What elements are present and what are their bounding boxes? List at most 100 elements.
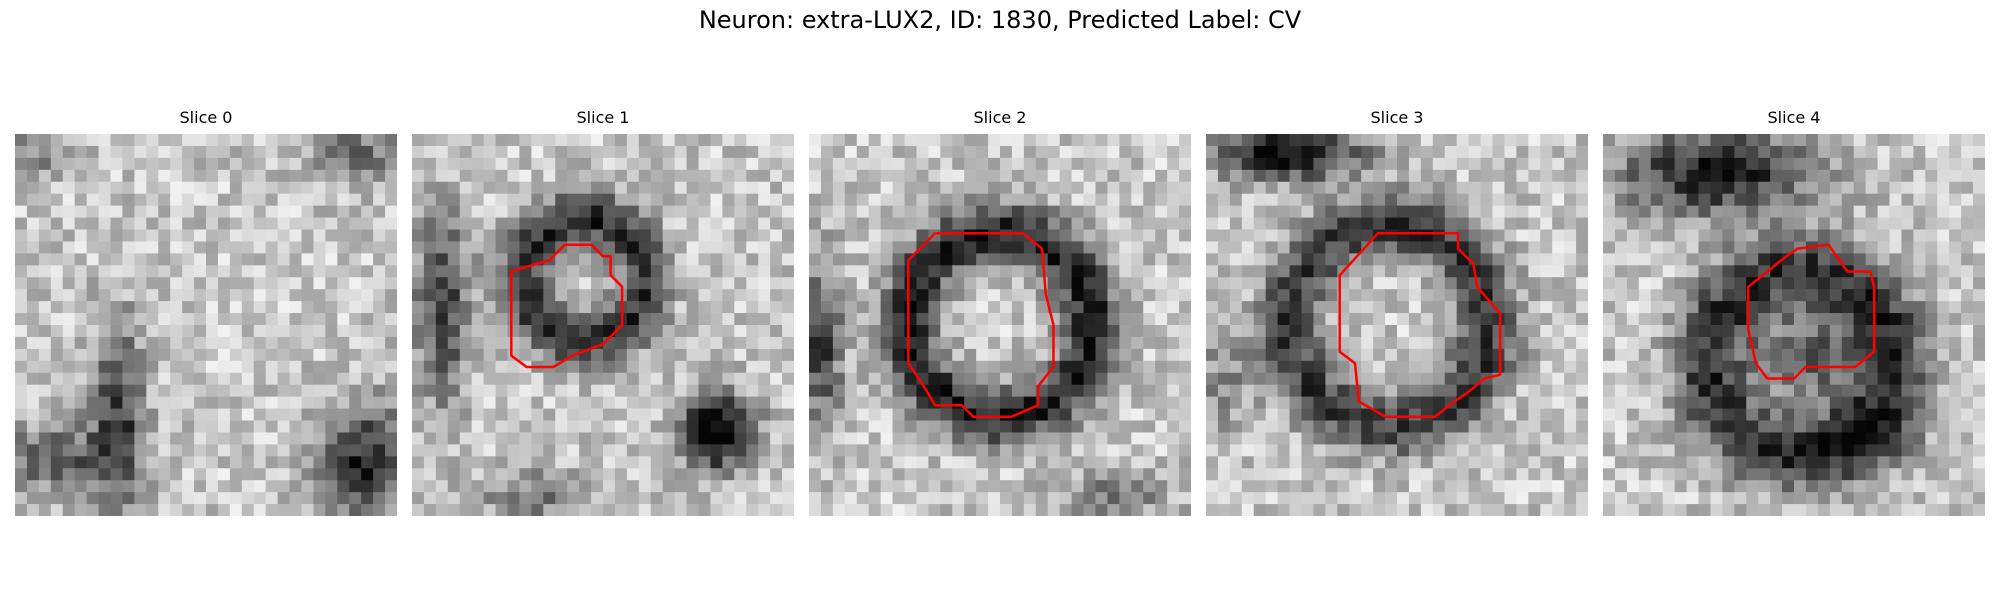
image-pixel — [301, 432, 314, 445]
image-pixel — [1035, 313, 1049, 326]
image-pixel — [1782, 456, 1795, 469]
image-pixel — [1662, 289, 1676, 302]
image-pixel — [686, 325, 699, 338]
image-pixel — [734, 325, 747, 338]
image-pixel — [253, 420, 267, 433]
image-pixel — [1241, 408, 1255, 421]
image-pixel — [1877, 181, 1890, 195]
image-pixel — [809, 504, 822, 516]
image-pixel — [892, 504, 905, 516]
image-pixel — [1301, 408, 1314, 421]
image-pixel — [820, 504, 834, 516]
image-pixel — [1241, 229, 1255, 242]
image-pixel — [1937, 432, 1950, 445]
image-pixel — [1035, 265, 1049, 278]
image-pixel — [1071, 372, 1084, 386]
image-pixel — [1468, 408, 1481, 421]
image-pixel — [1083, 372, 1096, 386]
image-pixel — [880, 205, 893, 218]
image-pixel — [1865, 145, 1878, 159]
image-pixel — [916, 181, 929, 195]
image-pixel — [1167, 265, 1180, 278]
image-pixel — [1925, 157, 1938, 171]
image-pixel — [782, 492, 794, 505]
image-pixel — [1107, 384, 1120, 398]
image-pixel — [1480, 456, 1493, 469]
image-pixel — [1746, 384, 1759, 398]
image-pixel — [758, 372, 771, 386]
image-pixel — [1841, 241, 1855, 254]
image-pixel — [1277, 253, 1290, 266]
image-pixel — [1155, 396, 1168, 409]
image-pixel — [373, 492, 386, 505]
image-pixel — [471, 420, 485, 433]
image-pixel — [1265, 480, 1279, 493]
image-pixel — [1528, 313, 1541, 326]
image-pixel — [770, 325, 783, 338]
image-pixel — [626, 444, 640, 457]
image-pixel — [447, 432, 461, 445]
image-pixel — [1301, 480, 1314, 493]
image-pixel — [591, 301, 604, 314]
image-pixel — [1889, 265, 1902, 278]
image-pixel — [349, 348, 362, 362]
image-pixel — [868, 372, 882, 386]
image-pixel — [952, 372, 965, 386]
image-pixel — [1937, 384, 1950, 398]
image-pixel — [1961, 265, 1974, 278]
image-pixel — [1456, 325, 1470, 338]
image-pixel — [722, 336, 735, 350]
image-pixel — [265, 217, 279, 230]
image-pixel — [194, 229, 207, 242]
image-pixel — [1217, 229, 1231, 242]
image-pixel — [626, 301, 640, 314]
image-pixel — [591, 432, 604, 445]
image-pixel — [447, 348, 461, 362]
image-pixel — [1456, 444, 1470, 457]
image-pixel — [1035, 468, 1049, 481]
image-pixel — [868, 313, 882, 326]
image-pixel — [1746, 134, 1759, 147]
image-pixel — [495, 157, 508, 171]
image-pixel — [1949, 336, 1962, 350]
image-pixel — [710, 265, 723, 278]
image-pixel — [1722, 265, 1735, 278]
image-pixel — [1131, 301, 1144, 314]
image-pixel — [265, 205, 279, 218]
image-pixel — [1000, 360, 1013, 374]
image-pixel — [50, 205, 64, 218]
image-pixel — [916, 336, 929, 350]
image-pixel — [710, 313, 723, 326]
image-pixel — [146, 134, 159, 147]
image-pixel — [38, 396, 52, 409]
image-pixel — [1167, 396, 1180, 409]
image-pixel — [361, 181, 374, 195]
image-pixel — [385, 313, 397, 326]
image-pixel — [1853, 432, 1867, 445]
image-pixel — [1277, 134, 1290, 147]
image-pixel — [626, 265, 640, 278]
image-pixel — [603, 157, 616, 171]
image-pixel — [1710, 384, 1723, 398]
image-pixel — [158, 432, 171, 445]
image-pixel — [964, 134, 977, 147]
image-pixel — [134, 217, 147, 230]
image-pixel — [1047, 444, 1061, 457]
image-pixel — [301, 492, 314, 505]
image-pixel — [1361, 408, 1374, 421]
image-pixel — [1325, 420, 1338, 433]
image-pixel — [1901, 432, 1914, 445]
image-pixel — [809, 157, 822, 171]
image-pixel — [746, 468, 759, 481]
image-pixel — [1206, 336, 1219, 350]
image-pixel — [62, 396, 76, 409]
image-pixel — [337, 325, 350, 338]
image-pixel — [38, 492, 52, 505]
image-pixel — [373, 157, 386, 171]
image-pixel — [194, 396, 207, 409]
image-pixel — [1686, 325, 1699, 338]
slice-title: Slice 2 — [973, 108, 1027, 127]
image-pixel — [265, 229, 279, 242]
image-pixel — [325, 181, 338, 195]
image-pixel — [38, 217, 52, 230]
